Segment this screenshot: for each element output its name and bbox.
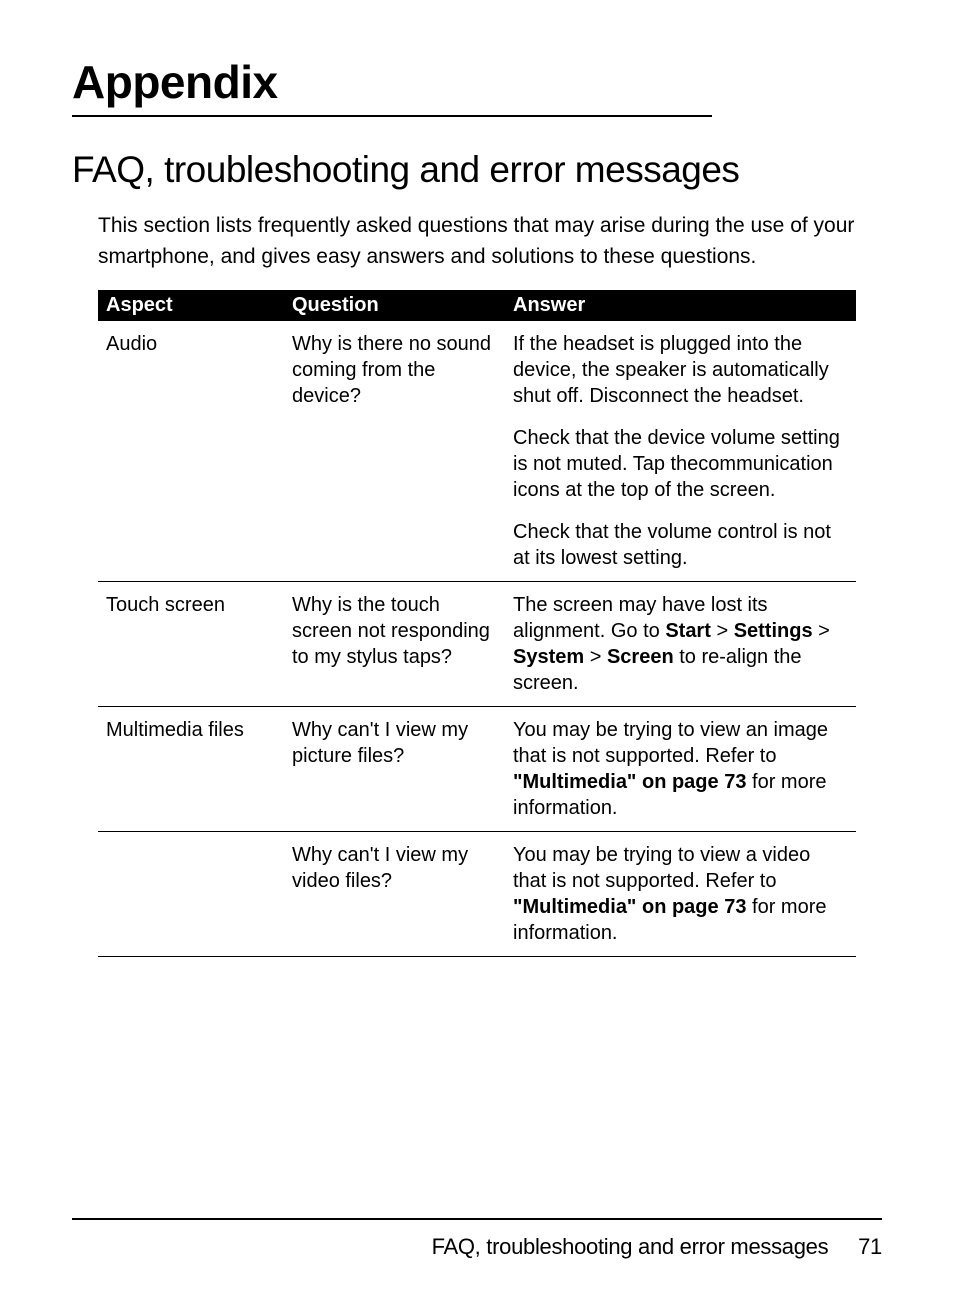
cell-answer: You may be trying to view a video that i… — [505, 832, 856, 957]
col-answer: Answer — [505, 290, 856, 321]
intro-paragraph: This section lists frequently asked ques… — [98, 211, 882, 272]
bold-text: Screen — [607, 646, 674, 668]
answer-paragraph: You may be trying to view a video that i… — [513, 842, 848, 946]
answer-paragraph: The screen may have lost its alignment. … — [513, 592, 848, 696]
answer-paragraph: Check that the device volume setting is … — [513, 425, 848, 503]
page: Appendix FAQ, troubleshooting and error … — [0, 0, 954, 1316]
cell-aspect: Audio — [98, 321, 284, 582]
table-row: Why can't I view my video files?You may … — [98, 832, 856, 957]
cell-aspect: Multimedia files — [98, 707, 284, 832]
bold-text: Start — [665, 620, 711, 642]
bold-text: System — [513, 646, 584, 668]
table-header-row: Aspect Question Answer — [98, 290, 856, 321]
footer: FAQ, troubleshooting and error messages … — [432, 1234, 882, 1260]
cell-answer: If the headset is plugged into the devic… — [505, 321, 856, 582]
bold-text: Settings — [734, 620, 813, 642]
cell-question: Why can't I view my picture files? — [284, 707, 505, 832]
footer-rule — [72, 1218, 882, 1220]
table-row: Multimedia filesWhy can't I view my pict… — [98, 707, 856, 832]
heading-faq: FAQ, troubleshooting and error messages — [72, 147, 882, 193]
heading-appendix: Appendix — [72, 55, 712, 117]
table-row: Touch screenWhy is the touch screen not … — [98, 582, 856, 707]
bold-text: "Multimedia" on page 73 — [513, 896, 746, 918]
cell-aspect: Touch screen — [98, 582, 284, 707]
table-row: AudioWhy is there no sound coming from t… — [98, 321, 856, 582]
answer-paragraph: Check that the volume control is not at … — [513, 519, 848, 571]
faq-table: Aspect Question Answer AudioWhy is there… — [98, 290, 856, 957]
col-aspect: Aspect — [98, 290, 284, 321]
cell-answer: You may be trying to view an image that … — [505, 707, 856, 832]
answer-paragraph: You may be trying to view an image that … — [513, 717, 848, 821]
bold-text: "Multimedia" on page 73 — [513, 771, 746, 793]
cell-question: Why can't I view my video files? — [284, 832, 505, 957]
col-question: Question — [284, 290, 505, 321]
footer-page-number: 71 — [858, 1234, 882, 1260]
cell-question: Why is there no sound coming from the de… — [284, 321, 505, 582]
cell-aspect — [98, 832, 284, 957]
footer-title: FAQ, troubleshooting and error messages — [432, 1234, 829, 1259]
cell-question: Why is the touch screen not responding t… — [284, 582, 505, 707]
answer-paragraph: If the headset is plugged into the devic… — [513, 331, 848, 409]
cell-answer: The screen may have lost its alignment. … — [505, 582, 856, 707]
